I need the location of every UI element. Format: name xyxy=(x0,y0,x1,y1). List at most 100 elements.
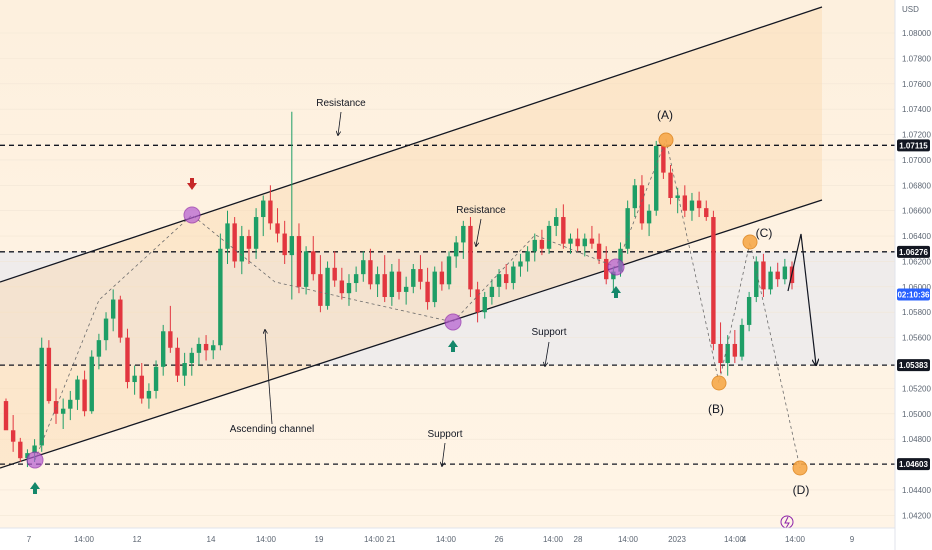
candle-body xyxy=(468,225,473,290)
time-tick-label: 9 xyxy=(850,535,855,544)
price-tick-label: 1.06800 xyxy=(902,181,931,190)
buy-arrow-icon-stem xyxy=(614,293,618,298)
candle-body xyxy=(539,239,545,249)
candle-body xyxy=(582,238,587,247)
candle-body xyxy=(96,340,102,357)
level-price-badge-text: 1.05383 xyxy=(899,361,928,370)
level-price-badge xyxy=(897,139,930,152)
buy-arrow-icon xyxy=(30,482,40,489)
resistance-label-mid: Resistance xyxy=(456,205,506,216)
price-tick-label: 1.05600 xyxy=(902,334,931,343)
price-tick-label: 1.06400 xyxy=(902,232,931,241)
candle-body xyxy=(189,352,194,363)
candle-body xyxy=(46,347,52,402)
candle-body xyxy=(39,347,44,446)
candle-body xyxy=(761,261,766,290)
candle-body xyxy=(496,274,502,287)
pivot-marker xyxy=(607,258,625,276)
candle-body xyxy=(482,297,487,313)
buy-arrow-icon xyxy=(611,286,621,293)
wave-b-label: (B) xyxy=(708,402,724,416)
candle-body xyxy=(161,331,166,367)
candle-body xyxy=(175,347,180,376)
candle-body xyxy=(282,233,287,256)
time-tick-label: 12 xyxy=(133,535,142,544)
time-tick-label: 28 xyxy=(574,535,583,544)
candle-body xyxy=(275,223,280,234)
candle-body xyxy=(375,274,380,285)
candle-body xyxy=(253,217,259,249)
price-tick-label: 1.07000 xyxy=(902,156,931,165)
candle-body xyxy=(118,299,123,338)
candle-body xyxy=(203,343,209,351)
candle-body xyxy=(339,280,345,294)
time-tick-label: 14:00 xyxy=(543,535,564,544)
price-tick-label: 1.06600 xyxy=(902,207,931,216)
candle-body xyxy=(525,251,530,262)
candle-body xyxy=(261,200,266,218)
price-tick-label: 1.05800 xyxy=(902,308,931,317)
candle-body xyxy=(561,217,566,244)
time-tick-label: 26 xyxy=(495,535,504,544)
support-pointer-lower xyxy=(442,442,446,466)
candle-body xyxy=(768,271,773,290)
candle-body xyxy=(361,260,366,275)
candle-body xyxy=(704,208,709,218)
candle-body xyxy=(661,145,666,173)
candle-body xyxy=(446,256,452,285)
support-label-mid: Support xyxy=(531,327,566,338)
candle-body xyxy=(268,200,273,224)
candle-body xyxy=(168,331,173,348)
wave-c-label: (C) xyxy=(756,226,773,240)
channel-pointer xyxy=(265,330,273,425)
wave-a-label: (A) xyxy=(657,108,673,122)
channel-lower-line xyxy=(0,199,823,469)
candle-body xyxy=(754,261,759,297)
candle-body xyxy=(218,248,223,346)
candle-body xyxy=(532,239,537,252)
price-tick-label: 1.05000 xyxy=(902,410,931,419)
candle-body xyxy=(225,223,230,249)
candle-body xyxy=(782,266,788,280)
candle-body xyxy=(604,258,609,280)
level-price-badge xyxy=(897,359,930,372)
candle-body xyxy=(132,375,137,383)
candle-body xyxy=(25,453,30,459)
price-tick-label: 1.04400 xyxy=(902,486,931,495)
channel-fill xyxy=(0,7,822,468)
time-tick-label: 2023 xyxy=(668,535,686,544)
candle-body xyxy=(368,260,373,285)
candle-body xyxy=(289,236,295,256)
candle-body xyxy=(696,200,702,209)
candle-body xyxy=(675,195,680,198)
candle-body xyxy=(418,269,423,282)
candle-body xyxy=(353,274,359,284)
candle-body xyxy=(3,401,9,431)
candle-body xyxy=(453,242,459,257)
candle-body xyxy=(554,217,559,226)
time-tick-label: 14:00 xyxy=(618,535,639,544)
candle-body xyxy=(732,343,738,357)
price-tick-label: 1.05200 xyxy=(902,384,931,393)
candle-body xyxy=(60,408,66,414)
candle-body xyxy=(668,172,673,198)
current-price-badge-text: 02:10:36 xyxy=(897,290,930,299)
candle-body xyxy=(232,223,237,262)
candle-body xyxy=(211,345,216,351)
candle-body xyxy=(396,271,402,292)
resistance-pointer-upper xyxy=(338,111,342,135)
candle-body xyxy=(775,271,780,280)
candle-body xyxy=(325,267,330,306)
candle-body xyxy=(682,195,688,211)
candle-body xyxy=(475,289,480,313)
candle-body xyxy=(639,185,645,224)
sell-arrow-icon xyxy=(187,183,197,190)
candle-body xyxy=(153,366,159,391)
level-price-badge-text: 1.07115 xyxy=(899,141,928,150)
candle-body xyxy=(432,271,437,303)
time-tick-label: 19 xyxy=(315,535,324,544)
support-label-lower: Support xyxy=(427,429,462,440)
level-price-badge-text: 1.04603 xyxy=(899,460,928,469)
buy-arrow-icon-stem xyxy=(33,489,37,494)
